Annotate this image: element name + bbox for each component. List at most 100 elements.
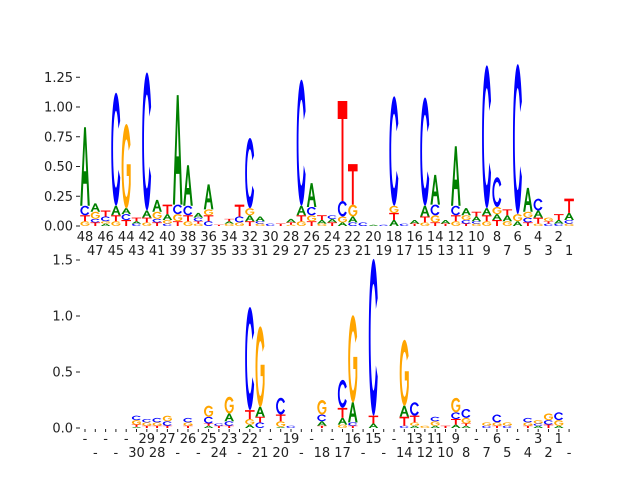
x-tick-label: 14 xyxy=(427,230,444,245)
logo-letter-G xyxy=(224,396,234,414)
logo-letter-G xyxy=(409,422,420,426)
x-tick-label: 4 xyxy=(534,230,542,245)
x-tick-label: - xyxy=(299,446,304,461)
logo-letter-T xyxy=(203,215,214,222)
logo-letter-G xyxy=(471,223,481,227)
logo-letter-T xyxy=(389,212,399,221)
logo-letter-C xyxy=(502,425,512,428)
logo-letter-A xyxy=(317,421,327,426)
x-tick-label: 1 xyxy=(555,432,563,447)
logo-letter-C xyxy=(173,204,183,215)
logo-letter-C xyxy=(492,177,502,207)
x-tick-label: 11 xyxy=(427,432,444,447)
logo-letter-C xyxy=(111,92,121,206)
logo-letter-T xyxy=(90,222,101,226)
logo-letter-A xyxy=(245,424,255,428)
logo-letter-C xyxy=(142,72,152,211)
logo-letter-T xyxy=(337,101,348,202)
x-tick-label: - xyxy=(361,446,366,461)
logo-letter-C xyxy=(276,397,286,415)
x-tick-label: 23 xyxy=(334,244,351,259)
logo-letter-C xyxy=(255,221,265,224)
x-tick-label: 43 xyxy=(128,244,145,259)
x-tick-label: 14 xyxy=(396,446,413,461)
x-tick-label: 27 xyxy=(293,244,310,259)
logo-letter-A xyxy=(533,425,543,428)
x-tick-label: 26 xyxy=(303,230,320,245)
logo-letter-C xyxy=(224,421,234,426)
logo-letter-A xyxy=(451,146,461,206)
logo-letter-G xyxy=(142,422,152,426)
logo-letter-T xyxy=(420,216,430,223)
logo-letter-C xyxy=(533,198,543,211)
y-tick-label: 1.0 xyxy=(52,310,73,325)
x-tick-label: 5 xyxy=(524,244,532,259)
bottom-logo-panel: 0.00.51.01.5-----30292827-26-252423-2221… xyxy=(52,254,571,462)
x-tick-label: - xyxy=(93,446,98,461)
x-tick-label: - xyxy=(124,432,129,447)
logo-letter-A xyxy=(131,426,142,428)
logo-letter-T xyxy=(142,217,152,223)
x-tick-label: 34 xyxy=(221,230,238,245)
logo-letter-C xyxy=(368,258,378,416)
logo-letter-T xyxy=(461,423,471,426)
logo-letter-A xyxy=(80,127,90,206)
logo-letter-G xyxy=(100,221,111,224)
logo-letter-C xyxy=(554,223,564,226)
x-tick-label: 17 xyxy=(396,244,413,259)
logo-letter-T xyxy=(317,425,327,428)
logo-letter-G xyxy=(523,422,533,426)
logo-letter-T xyxy=(543,424,554,428)
logo-letter-C xyxy=(430,204,440,216)
logo-letter-C xyxy=(451,412,461,420)
logo-letter-G xyxy=(131,420,142,425)
logo-letter-C xyxy=(492,414,502,423)
logo-letter-C xyxy=(461,220,471,224)
logo-letter-C xyxy=(409,402,419,416)
logo-letter-G xyxy=(482,221,492,227)
x-tick-label: 41 xyxy=(149,244,166,259)
logo-letter-T xyxy=(172,221,183,226)
logo-letter-T xyxy=(523,222,533,226)
logo-letter-G xyxy=(152,422,162,426)
x-tick-label: 22 xyxy=(242,432,259,447)
x-tick-label: - xyxy=(237,446,242,461)
logo-letter-T xyxy=(481,215,492,222)
x-tick-label: 22 xyxy=(345,230,362,245)
logo-letter-C xyxy=(399,425,409,428)
logo-letter-C xyxy=(183,417,193,423)
logo-letter-G xyxy=(348,315,358,403)
logo-letter-C xyxy=(255,422,265,428)
logo-letter-G xyxy=(502,221,512,227)
x-tick-label: 20 xyxy=(365,230,382,245)
logo-letter-A xyxy=(430,174,440,205)
logo-letter-G xyxy=(286,224,296,227)
logo-letter-C xyxy=(317,414,327,422)
logo-letter-T xyxy=(214,425,224,428)
logo-letter-C xyxy=(523,417,533,423)
logo-letter-C xyxy=(131,415,141,421)
logo-letter-G xyxy=(420,425,430,429)
logo-letter-G xyxy=(337,216,348,223)
logo-letter-T xyxy=(492,425,502,428)
logo-letter-C xyxy=(245,307,255,411)
logo-letter-C xyxy=(162,421,172,426)
logo-letter-G xyxy=(492,206,502,215)
logo-letter-T xyxy=(245,221,255,226)
logo-letter-A xyxy=(275,426,286,428)
x-tick-label: 6 xyxy=(513,230,521,245)
logo-letter-C xyxy=(90,218,100,223)
x-tick-label: 24 xyxy=(211,446,228,461)
logo-letter-A xyxy=(481,208,492,216)
x-tick-label: 39 xyxy=(169,244,186,259)
logo-letter-C xyxy=(337,201,347,217)
logo-letter-C xyxy=(337,379,347,408)
x-tick-label: 7 xyxy=(483,446,491,461)
x-tick-label: - xyxy=(196,446,201,461)
logo-letter-T xyxy=(131,424,142,427)
logo-letter-G xyxy=(430,421,440,426)
x-tick-label: 21 xyxy=(355,244,372,259)
logo-letter-C xyxy=(533,423,543,426)
logo-letter-T xyxy=(399,416,410,426)
logo-letter-A xyxy=(409,425,420,428)
